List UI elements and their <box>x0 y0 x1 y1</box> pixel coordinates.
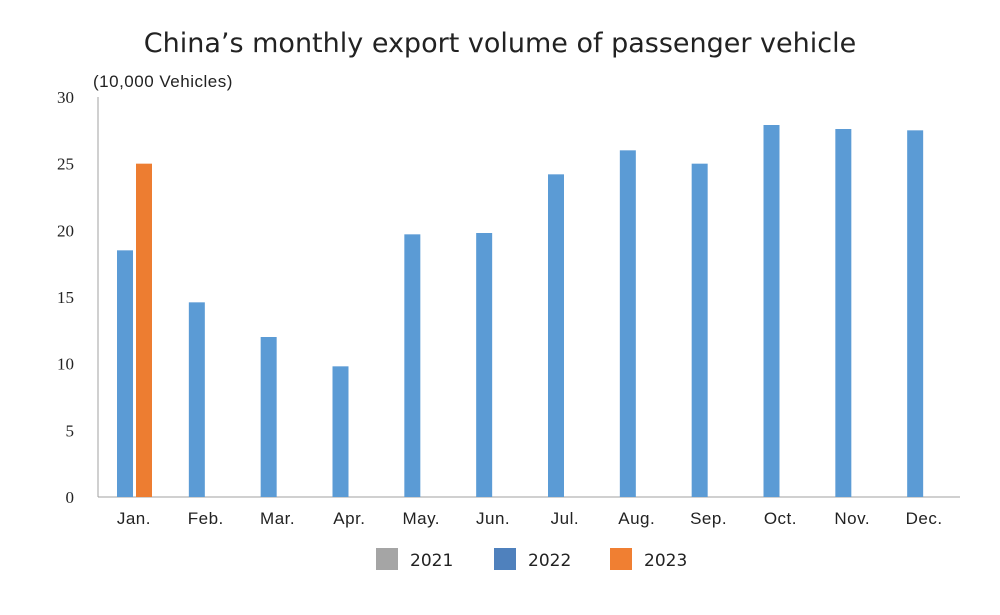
y-axis-label: (10,000 Vehicles) <box>93 72 233 91</box>
legend-swatch-2022 <box>494 548 516 570</box>
x-tick-label: Jun. <box>476 509 510 528</box>
x-tick-label: Jul. <box>551 509 579 528</box>
y-tick-label: 10 <box>57 355 74 374</box>
bar-2022-jun <box>476 233 493 497</box>
bar-2023-jan <box>136 163 152 497</box>
y-tick-label: 5 <box>66 421 75 440</box>
legend-label-2022: 2022 <box>528 551 571 571</box>
x-tick-label: Apr. <box>333 509 365 528</box>
y-tick-label: 25 <box>57 155 74 174</box>
x-tick-label: Sep. <box>690 509 727 528</box>
legend-label-2021: 2021 <box>410 551 453 571</box>
x-tick-label: Oct. <box>764 509 797 528</box>
x-tick-label: Jan. <box>117 509 151 528</box>
y-tick-label: 0 <box>66 488 75 507</box>
x-tick-label: Feb. <box>188 509 224 528</box>
x-tick-label: Dec. <box>906 509 943 528</box>
x-tick-label: May. <box>402 509 440 528</box>
y-tick-label: 30 <box>57 88 74 107</box>
chart-title: China’s monthly export volume of passeng… <box>144 28 856 59</box>
x-tick-label: Mar. <box>260 509 295 528</box>
bar-2022-apr <box>332 366 349 497</box>
legend-swatch-2021 <box>376 548 398 570</box>
bar-2022-dec <box>907 130 924 498</box>
bar-2022-may <box>404 234 421 498</box>
bar-2022-jan <box>117 250 133 497</box>
y-tick-label: 20 <box>57 221 74 240</box>
bar-2022-oct <box>763 125 780 497</box>
x-tick-label: Nov. <box>834 509 870 528</box>
legend-swatch-2023 <box>610 548 632 570</box>
bar-2022-aug <box>619 150 636 498</box>
bar-2022-feb <box>188 302 205 497</box>
bar-2022-jul <box>548 174 564 498</box>
y-tick-label: 15 <box>57 288 74 307</box>
legend-label-2023: 2023 <box>644 551 687 571</box>
bar-2022-nov <box>835 129 852 497</box>
x-tick-label: Aug. <box>618 509 655 528</box>
bar-2022-mar <box>260 337 277 497</box>
bar-2022-sep <box>691 163 708 497</box>
